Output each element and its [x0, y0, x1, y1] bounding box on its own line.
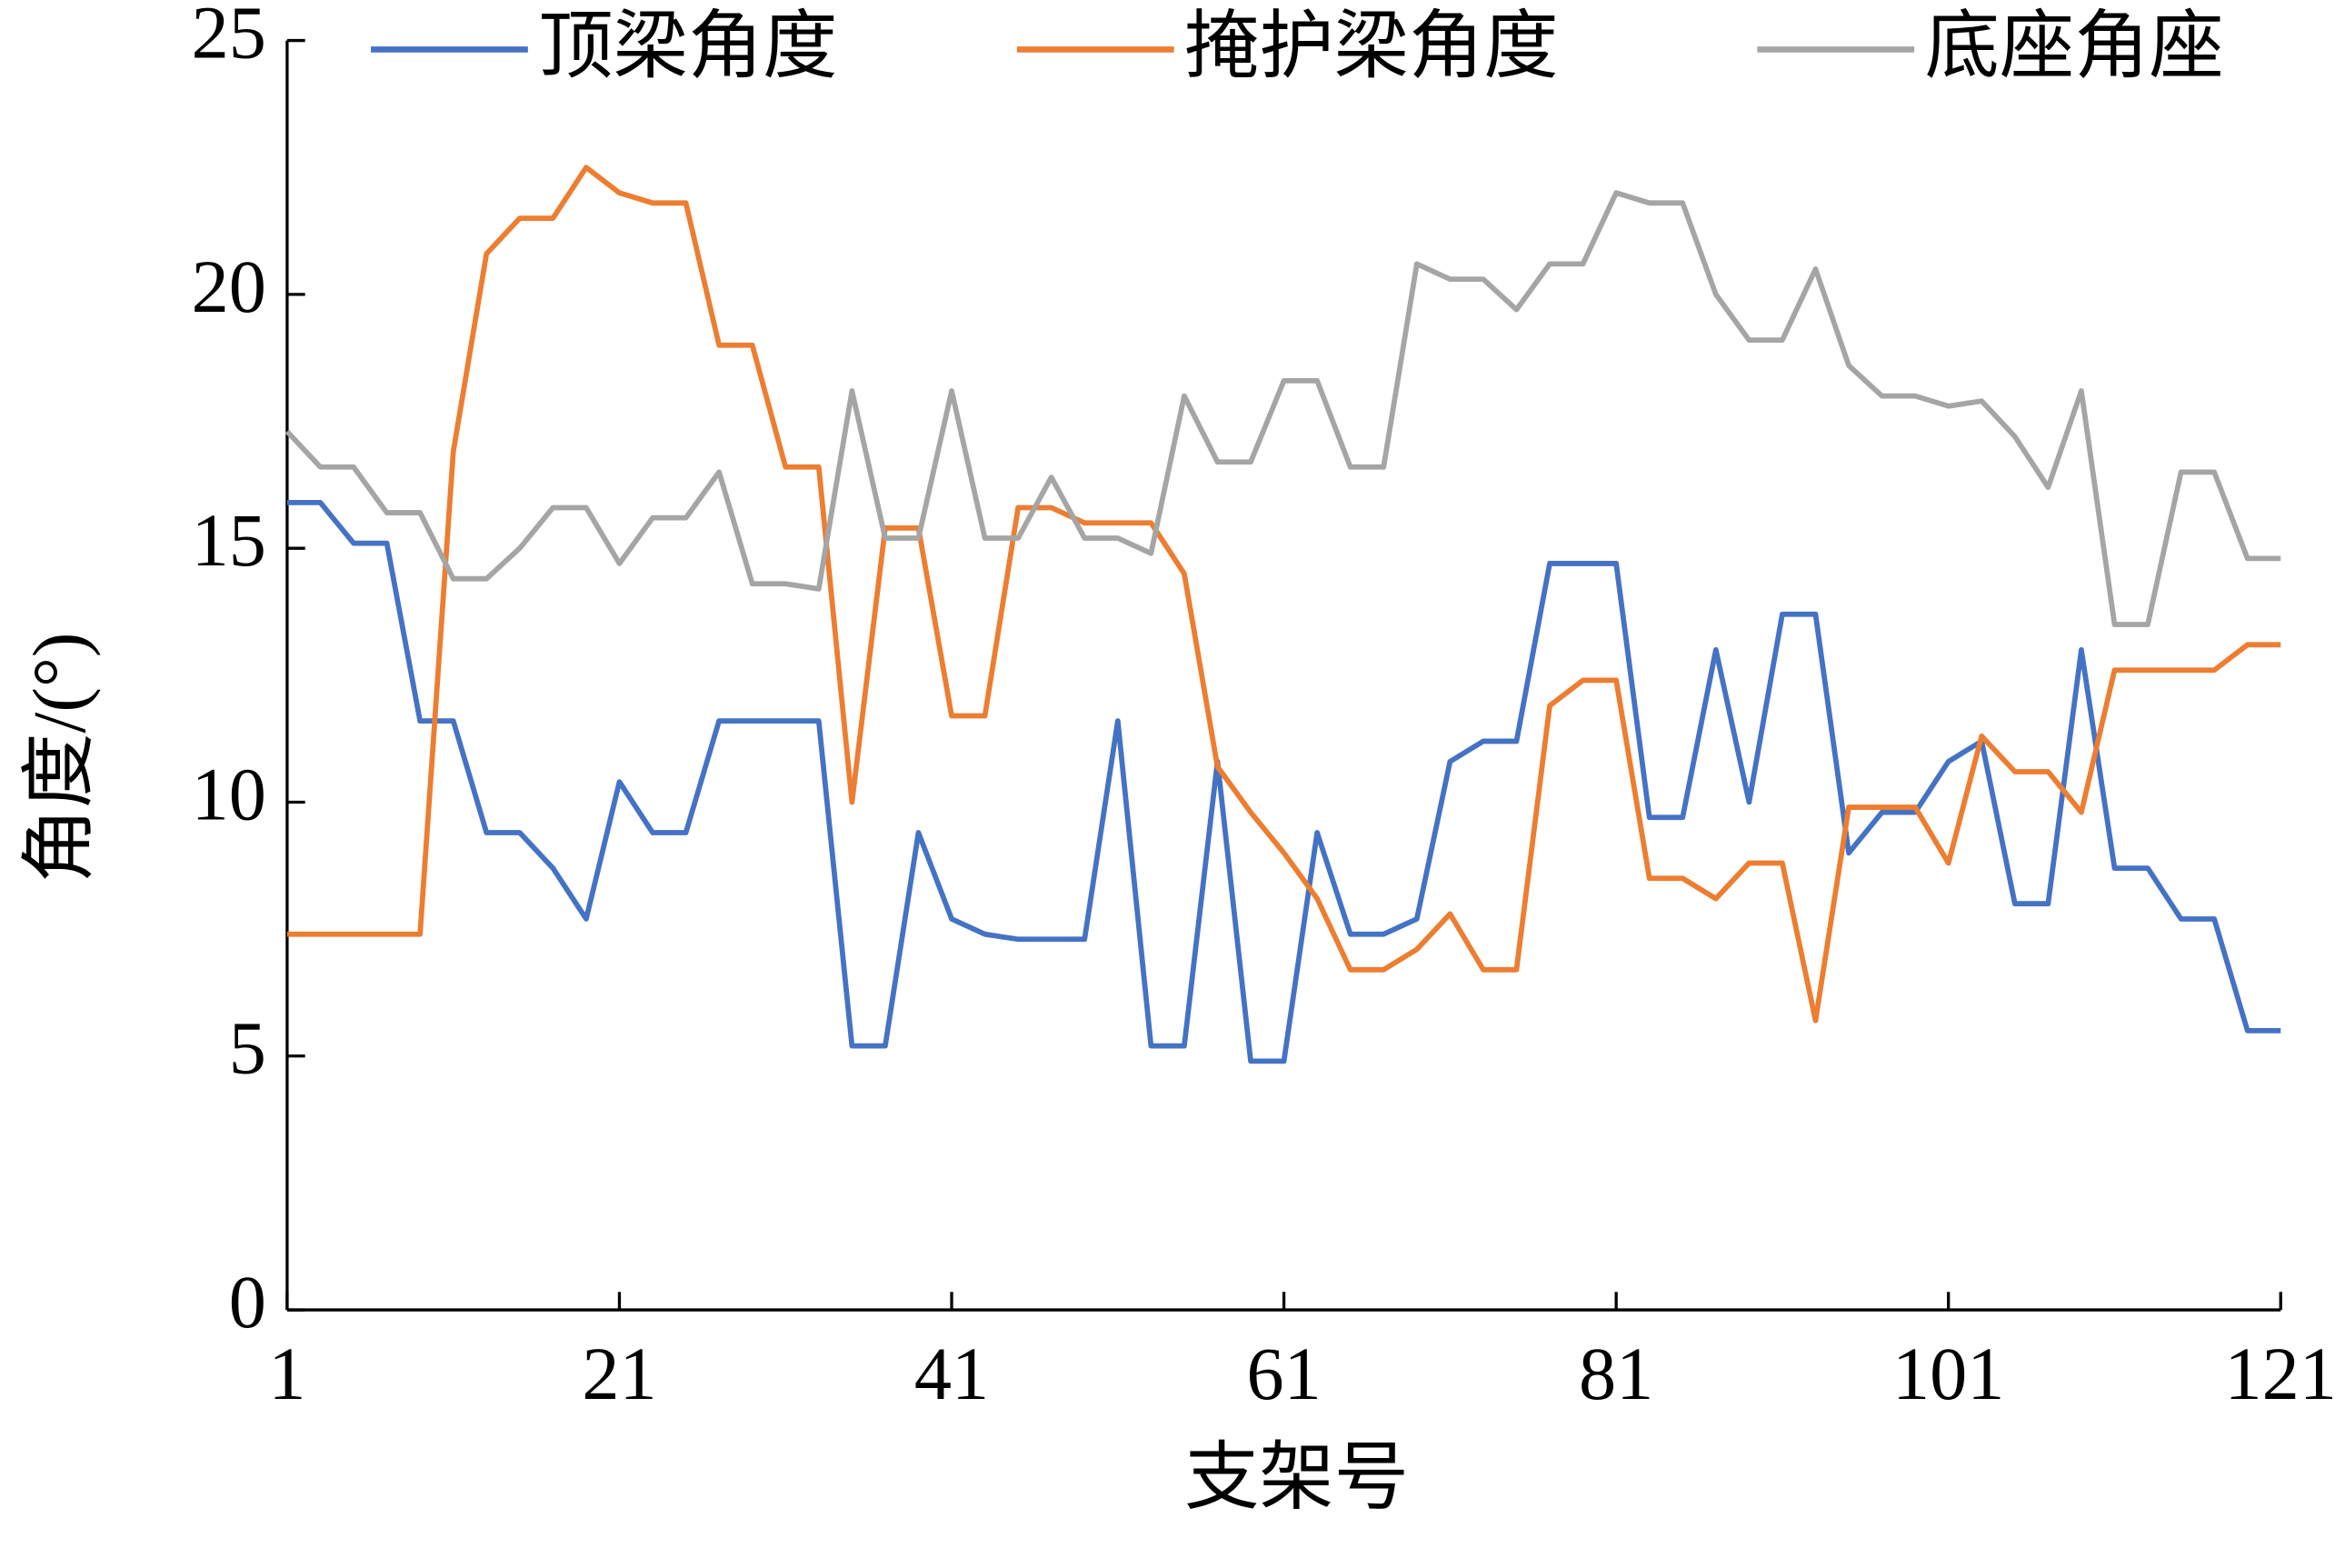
series-line: [286, 500, 2281, 1064]
x-tick-label: 61: [1246, 1333, 1321, 1415]
x-tick-label: 41: [914, 1333, 989, 1415]
x-tick-label: 121: [2225, 1333, 2337, 1415]
y-tick-label: 25: [192, 0, 266, 75]
y-tick-label: 0: [229, 1261, 266, 1343]
x-axis-label: 支架号: [1184, 1436, 1409, 1519]
y-tick-label: 5: [229, 1007, 266, 1090]
legend-label: 底座角座: [1925, 5, 2224, 87]
x-tick-label: 81: [1579, 1333, 1653, 1415]
y-tick-label: 15: [192, 499, 266, 582]
x-tick-label: 1: [268, 1333, 305, 1415]
legend-label: 顶梁角度: [538, 5, 837, 87]
y-tick-label: 10: [192, 753, 266, 835]
series-line: [286, 165, 2281, 1024]
x-tick-label: 21: [582, 1333, 656, 1415]
x-tick-label: 101: [1892, 1333, 2004, 1415]
y-tick-label: 20: [192, 245, 266, 328]
legend-label: 掩护梁角度: [1184, 5, 1558, 87]
series-line: [284, 190, 2281, 627]
y-axis-label: 角度/(°): [18, 633, 101, 884]
